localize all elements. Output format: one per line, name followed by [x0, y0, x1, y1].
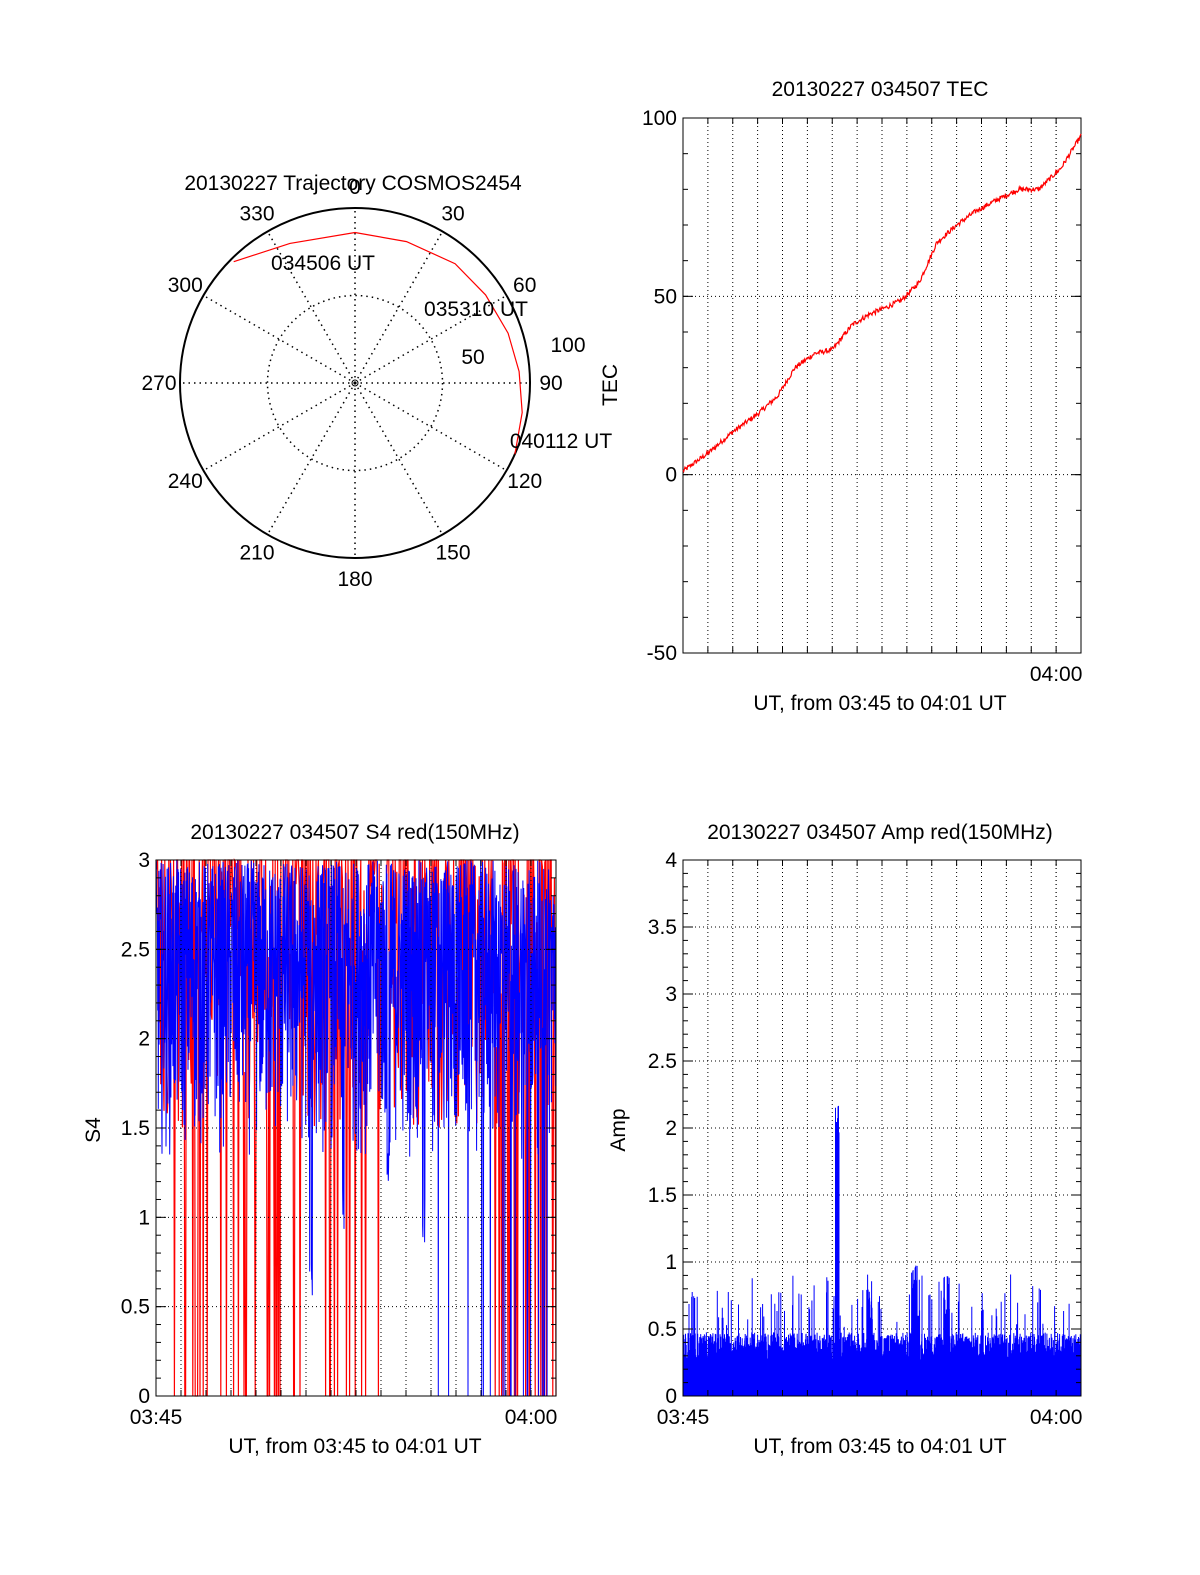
radius-label-100: 100 — [550, 334, 585, 357]
trajectory-polar-chart: 20130227 Trajectory COSMOS2454 0 30 60 90 12… — [141, 172, 612, 591]
amp-grid — [682, 860, 1081, 1396]
tec-chart: 20130227 034507 TEC -50 0 50 100 04:00 UT, f… — [599, 78, 1082, 715]
azimuth-label-30: 30 — [441, 202, 464, 225]
amp-ticks: 0 0.5 1 1.5 2 2.5 3 3.5 4 03:45 04:00 — [648, 849, 1083, 1429]
tec-ticks: -50 0 50 100 04:00 — [642, 107, 1082, 686]
polar-ring-50 — [266, 294, 444, 472]
tec-ytick-label: 0 — [665, 464, 677, 487]
polar-outer-ring — [179, 207, 531, 559]
amp-ytick-label: 2.5 — [648, 1050, 677, 1073]
s4-ytick-label: 1.5 — [121, 1117, 150, 1140]
azimuth-label-240: 240 — [168, 470, 203, 493]
azimuth-label-90: 90 — [539, 372, 562, 395]
amp-ytick-label: 2 — [665, 1117, 677, 1140]
amp-ytick-label: 1.5 — [648, 1184, 677, 1207]
amp-ylabel: Amp — [607, 1108, 630, 1151]
tec-xtick-label: 04:00 — [1030, 663, 1083, 686]
amp-ytick-label: 0 — [665, 1385, 677, 1408]
tec-ytick-label: 100 — [642, 107, 677, 130]
s4-ytick-label: 3 — [138, 849, 150, 872]
azimuth-label-270: 270 — [141, 372, 176, 395]
tec-ylabel: TEC — [599, 364, 622, 406]
azimuth-label-60: 60 — [513, 274, 536, 297]
amp-ytick-label: 1 — [665, 1251, 677, 1274]
azimuth-label-210: 210 — [239, 542, 274, 565]
amp-xtick-label: 04:00 — [1030, 1406, 1083, 1429]
s4-xtick-label: 03:45 — [130, 1406, 183, 1429]
s4-chart: 20130227 034507 S4 red(150MHz) 0 0.5 1 1.5 2… — [82, 821, 557, 1458]
tec-ytick-label: 50 — [654, 285, 677, 308]
polar-center — [351, 379, 359, 387]
trajectory-line — [233, 231, 523, 455]
s4-ytick-label: 0.5 — [121, 1296, 150, 1319]
amp-title: 20130227 034507 Amp red(150MHz) — [707, 821, 1053, 844]
tec-ytick-label: -50 — [647, 642, 677, 665]
s4-title: 20130227 034507 S4 red(150MHz) — [190, 821, 519, 844]
polar-grid — [180, 208, 530, 558]
s4-ytick-label: 2.5 — [121, 938, 150, 961]
s4-ytick-label: 2 — [138, 1028, 150, 1051]
trajectory-title: 20130227 Trajectory COSMOS2454 — [184, 172, 522, 195]
trajectory-annotation-0: 034506 UT — [271, 252, 375, 275]
azimuth-label-180: 180 — [337, 568, 372, 591]
tec-title: 20130227 034507 TEC — [772, 78, 989, 101]
azimuth-label-150: 150 — [435, 542, 470, 565]
s4-ticks: 0 0.5 1 1.5 2 2.5 3 03:45 04:00 — [121, 849, 557, 1429]
s4-ytick-label: 1 — [138, 1206, 150, 1229]
azimuth-label-330: 330 — [239, 202, 274, 225]
tec-line — [682, 133, 1082, 474]
amp-ytick-label: 0.5 — [648, 1318, 677, 1341]
azimuth-label-300: 300 — [168, 274, 203, 297]
amp-chart: 20130227 034507 Amp red(150MHz) 0 0.5 1 1.5… — [607, 821, 1082, 1458]
amp-ytick-label: 4 — [665, 849, 677, 872]
amp-ytick-label: 3 — [665, 983, 677, 1006]
s4-ytick-label: 0 — [138, 1385, 150, 1408]
s4-xlabel: UT, from 03:45 to 04:01 UT — [228, 1435, 481, 1458]
s4-xtick-label: 04:00 — [505, 1406, 558, 1429]
amp-ytick-label: 3.5 — [648, 916, 677, 939]
azimuth-label-120: 120 — [507, 470, 542, 493]
amp-xtick-label: 03:45 — [657, 1406, 710, 1429]
trajectory-annotation-2: 040112 UT — [510, 430, 613, 453]
amp-xlabel: UT, from 03:45 to 04:01 UT — [753, 1435, 1006, 1458]
radius-label-50: 50 — [461, 346, 484, 369]
tec-xlabel: UT, from 03:45 to 04:01 UT — [753, 692, 1006, 715]
s4-ylabel: S4 — [82, 1117, 105, 1143]
trajectory-series — [233, 231, 523, 455]
azimuth-label-0: 0 — [349, 176, 361, 199]
tec-series — [682, 133, 1082, 474]
trajectory-annotation-1: 035310 UT — [424, 298, 528, 321]
polar-labels: 0 30 60 90 120 150 180 210 240 270 300 330 50 100 0345… — [141, 176, 612, 591]
